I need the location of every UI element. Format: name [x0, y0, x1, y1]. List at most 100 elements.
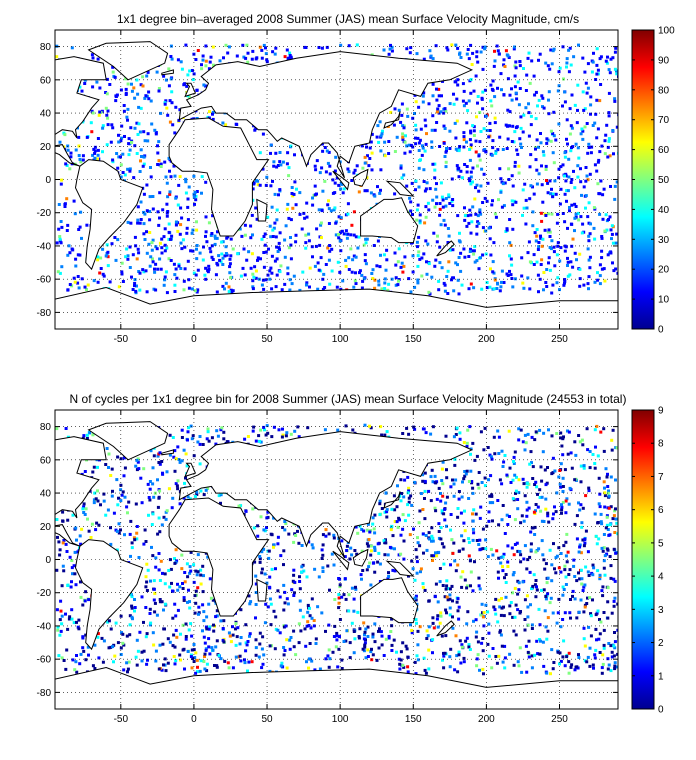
data-bin [310, 245, 314, 249]
data-bin [531, 465, 535, 469]
data-bin [149, 255, 153, 259]
data-bin [455, 164, 459, 168]
data-bin [109, 474, 113, 477]
data-bin [569, 222, 573, 226]
data-bin [424, 205, 428, 209]
data-bin [183, 82, 187, 86]
data-bin [138, 130, 142, 134]
data-bin [526, 276, 530, 280]
data-bin [402, 264, 406, 268]
data-bin [393, 150, 397, 153]
data-bin [119, 614, 123, 618]
data-bin [59, 241, 63, 245]
data-bin [140, 650, 144, 654]
data-bin [546, 592, 550, 596]
data-bin [393, 520, 397, 523]
data-bin [227, 285, 231, 289]
data-bin [560, 505, 564, 509]
data-bin [139, 159, 142, 163]
data-bin [224, 281, 228, 285]
data-bin [598, 632, 602, 636]
data-bin [128, 167, 132, 171]
data-bin [354, 587, 358, 591]
data-bin [587, 234, 591, 238]
data-bin [172, 633, 176, 637]
data-bin [106, 255, 110, 259]
data-bin [611, 241, 615, 245]
colorbar [631, 29, 655, 330]
data-bin [129, 221, 133, 225]
data-bin [485, 281, 489, 284]
data-bin [289, 432, 293, 436]
data-bin [480, 481, 484, 484]
data-bin [462, 247, 466, 251]
data-bin [250, 213, 254, 217]
data-bin [93, 491, 97, 495]
data-bin [605, 514, 609, 518]
data-bin [401, 132, 405, 136]
data-bin [78, 534, 82, 538]
data-bin [110, 242, 114, 246]
data-bin [397, 516, 401, 520]
data-bin [570, 203, 574, 207]
data-bin [554, 571, 558, 575]
data-bin [252, 526, 256, 530]
data-bin [414, 594, 418, 598]
data-bin [132, 176, 136, 180]
data-bin [430, 140, 434, 144]
data-bin [491, 260, 495, 264]
data-bin [597, 537, 601, 541]
data-bin [358, 269, 362, 273]
data-bin [493, 49, 496, 53]
data-bin [126, 667, 130, 671]
data-bin [584, 206, 587, 210]
data-bin [500, 88, 503, 92]
data-bin [273, 647, 277, 651]
data-bin [537, 607, 541, 611]
data-bin [468, 250, 472, 253]
data-bin [443, 595, 447, 599]
data-bin [440, 467, 444, 471]
data-bin [570, 244, 574, 248]
data-bin [457, 166, 461, 170]
data-bin [603, 279, 607, 283]
data-bin [216, 263, 220, 267]
data-bin [158, 216, 161, 220]
data-bin [543, 567, 547, 571]
data-bin [288, 278, 292, 282]
data-bin [258, 557, 262, 561]
data-bin [127, 142, 131, 146]
data-bin [269, 235, 273, 239]
data-bin [585, 91, 589, 95]
data-bin [139, 106, 143, 110]
data-bin [163, 243, 167, 247]
data-bin [260, 647, 264, 651]
data-bin [457, 617, 461, 621]
data-bin [587, 486, 591, 490]
data-bin [580, 582, 584, 586]
data-bin [136, 457, 140, 461]
data-bin [606, 657, 610, 661]
data-bin [142, 649, 146, 653]
data-bin [56, 270, 60, 274]
data-bin [602, 427, 606, 431]
data-bin [454, 261, 458, 265]
data-bin [489, 267, 492, 271]
data-bin [563, 220, 567, 224]
data-bin [422, 427, 426, 431]
data-bin [548, 246, 552, 249]
data-bin [503, 656, 507, 660]
data-bin [540, 539, 544, 543]
data-bin [164, 78, 168, 82]
data-bin [363, 189, 367, 193]
data-bin [436, 234, 439, 238]
data-bin [352, 285, 356, 289]
data-bin [511, 478, 515, 482]
data-bin [152, 454, 156, 458]
data-bin [414, 179, 418, 183]
data-bin [130, 140, 133, 144]
data-bin [510, 263, 514, 267]
data-bin [60, 622, 64, 626]
data-bin [519, 560, 523, 564]
data-bin [274, 235, 278, 239]
